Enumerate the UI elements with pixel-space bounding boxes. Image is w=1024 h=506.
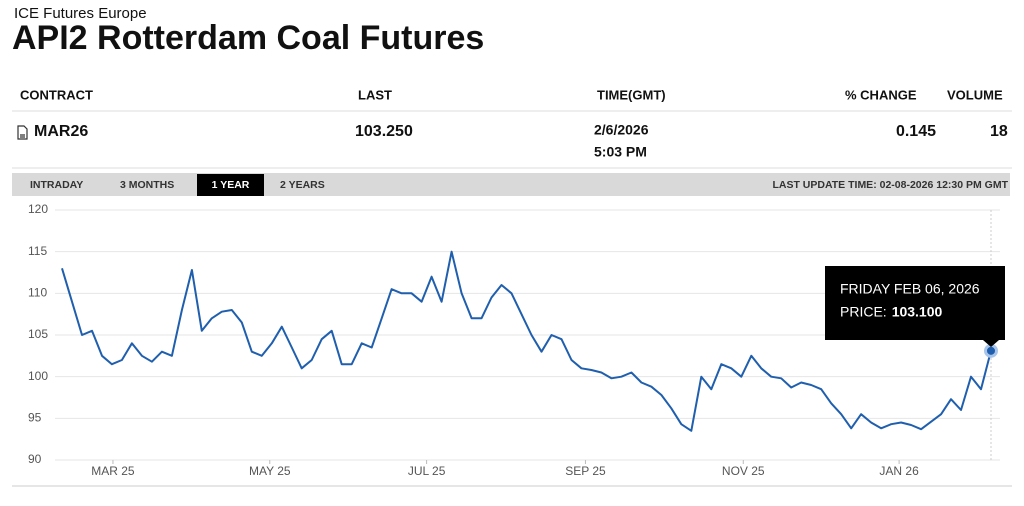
column-header: CONTRACT bbox=[20, 87, 93, 102]
trade-date: 2/6/2026 bbox=[594, 122, 649, 138]
volume: 18 bbox=[990, 123, 1008, 140]
file-icon bbox=[17, 125, 28, 140]
x-tick-label: MAR 25 bbox=[91, 464, 135, 478]
range-tab[interactable]: INTRADAY bbox=[30, 179, 83, 191]
trade-time: 5:03 PM bbox=[594, 144, 647, 160]
page-title: API2 Rotterdam Coal Futures bbox=[12, 19, 484, 57]
y-tick-label: 115 bbox=[28, 244, 47, 258]
percent-change: 0.145 bbox=[896, 123, 936, 140]
range-tab[interactable]: 3 MONTHS bbox=[120, 179, 174, 191]
column-header: TIME(GMT) bbox=[597, 87, 666, 102]
last-price: 103.250 bbox=[355, 123, 413, 140]
tooltip-box bbox=[825, 266, 1005, 340]
tooltip-date: FRIDAY FEB 06, 2026 bbox=[840, 281, 980, 297]
exchange: ICE Futures Europe bbox=[14, 5, 147, 22]
y-tick-label: 95 bbox=[28, 411, 42, 425]
tooltip-arrow bbox=[983, 340, 999, 347]
last-update: LAST UPDATE TIME: 02-08-2026 12:30 PM GM… bbox=[772, 179, 1008, 191]
range-tab[interactable]: 2 YEARS bbox=[280, 179, 325, 191]
price-chart: 90 95 100 105 110 115 120 MAR 25 MAY 25 JUL 25 SEP… bbox=[28, 202, 1005, 478]
x-tick-label: JUL 25 bbox=[408, 464, 446, 478]
x-tick-label: NOV 25 bbox=[722, 464, 765, 478]
range-tab[interactable]: 1 YEAR bbox=[212, 179, 250, 191]
active-tab bbox=[197, 174, 264, 196]
contract[interactable]: MAR26 bbox=[34, 123, 88, 140]
column-header: VOLUME bbox=[947, 87, 1003, 102]
column-header: LAST bbox=[358, 87, 392, 102]
column-header: % CHANGE bbox=[845, 87, 917, 102]
y-tick-label: 120 bbox=[28, 202, 48, 216]
y-tick-label: 110 bbox=[28, 286, 47, 300]
x-tick-label: MAY 25 bbox=[249, 464, 291, 478]
x-tick-label: SEP 25 bbox=[565, 464, 606, 478]
y-tick-label: 100 bbox=[28, 369, 48, 383]
y-tick-label: 90 bbox=[28, 452, 42, 466]
y-tick-label: 105 bbox=[28, 327, 48, 341]
tooltip-label: PRICE: bbox=[840, 304, 887, 320]
x-tick-label: JAN 26 bbox=[879, 464, 919, 478]
tooltip-price: 103.100 bbox=[892, 304, 943, 320]
price-line bbox=[61, 250, 992, 432]
